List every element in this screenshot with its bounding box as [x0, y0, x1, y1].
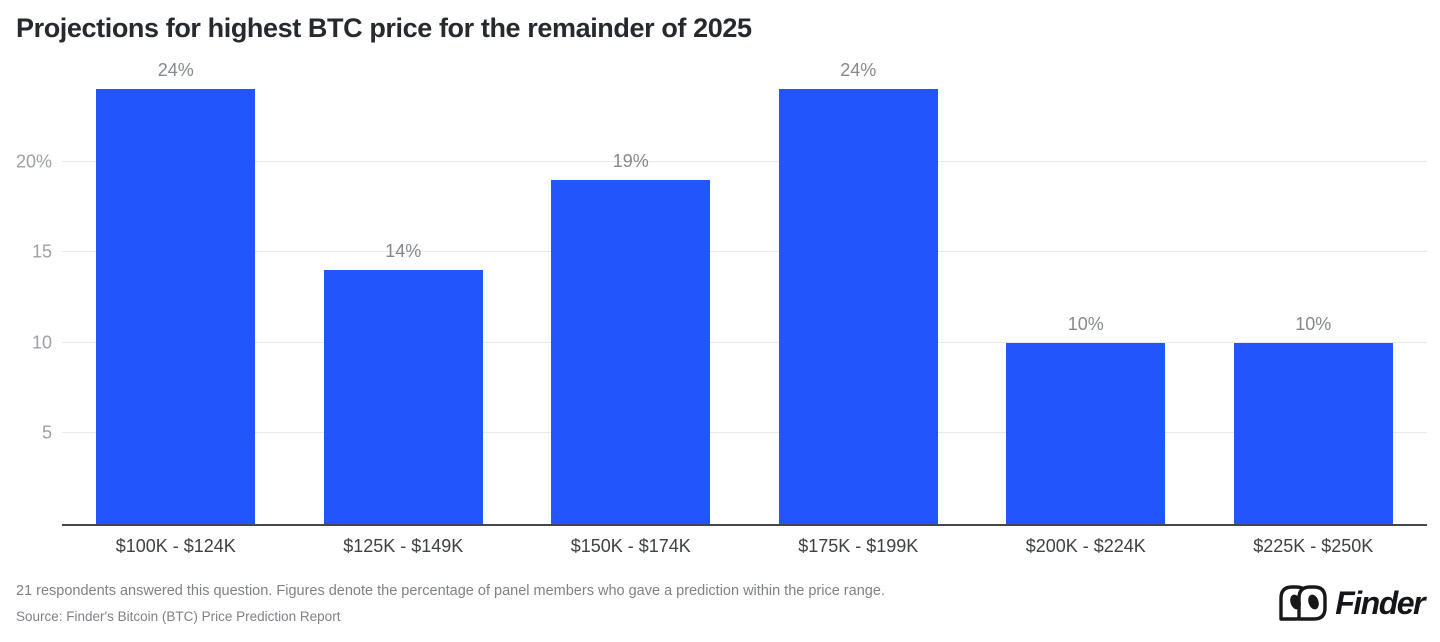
gridline [62, 160, 1427, 162]
page-title: Projections for highest BTC price for th… [16, 13, 752, 43]
bar-slot: 24% [745, 60, 973, 524]
x-axis-category-label: $100K - $124K [115, 536, 236, 556]
plot-area: 5 10 15 20% 24% 14% 19% 24% 10% 10% [16, 60, 1427, 524]
bar-value-label: 14% [385, 241, 422, 262]
finder-wordmark: Finder [1335, 585, 1425, 622]
finder-eyes-icon [1278, 583, 1330, 625]
y-axis-tick-label: 10 [31, 332, 52, 353]
bar-value-label: 10% [1067, 313, 1104, 334]
bar: 19% [551, 151, 711, 524]
bar: 14% [323, 241, 483, 524]
source-text: Source: Finder's Bitcoin (BTC) Price Pre… [16, 608, 341, 624]
bar-slot: 10% [972, 60, 1200, 524]
bar-value-label: 24% [157, 60, 194, 80]
bar-slot: 19% [517, 60, 745, 524]
bar: 10% [1233, 314, 1393, 524]
x-axis-category-label: $200K - $224K [1025, 536, 1146, 556]
bar: 10% [1006, 314, 1166, 524]
bar-value-label: 19% [612, 150, 649, 171]
bar-slot: 14% [290, 60, 518, 524]
footnote-text: 21 respondents answered this question. F… [16, 583, 885, 599]
bar: 24% [96, 60, 256, 524]
x-axis-category-label: $125K - $149K [343, 536, 464, 556]
bar-value-label: 24% [840, 60, 877, 80]
gridline [62, 341, 1427, 343]
x-axis-category-label: $175K - $199K [798, 536, 919, 556]
x-axis: $100K - $124K $125K - $149K $150K - $174K $… [62, 524, 1427, 557]
x-axis-category-label: $225K - $250K [1253, 536, 1374, 556]
bar-slot: 10% [1200, 60, 1428, 524]
gridline [62, 251, 1427, 253]
y-axis-tick-label: 20% [15, 151, 52, 171]
y-axis-tick-label: 5 [41, 422, 52, 443]
bar-slot: 24% [62, 60, 290, 524]
x-axis-category-label: $150K - $174K [570, 536, 691, 556]
y-axis-tick-label: 15 [31, 241, 52, 262]
bar-chart: 5 10 15 20% 24% 14% 19% 24% 10% 10% $100K - $124K… [0, 60, 1440, 557]
footer: 21 respondents answered this question. F… [16, 579, 1425, 629]
bar-slots: 24% 14% 19% 24% 10% 10% [62, 60, 1427, 524]
finder-logo: Finder [1278, 583, 1425, 625]
footnotes: 21 respondents answered this question. F… [16, 579, 885, 629]
bar: 24% [778, 60, 938, 524]
gridline [62, 432, 1427, 434]
bar-value-label: 10% [1295, 313, 1332, 334]
